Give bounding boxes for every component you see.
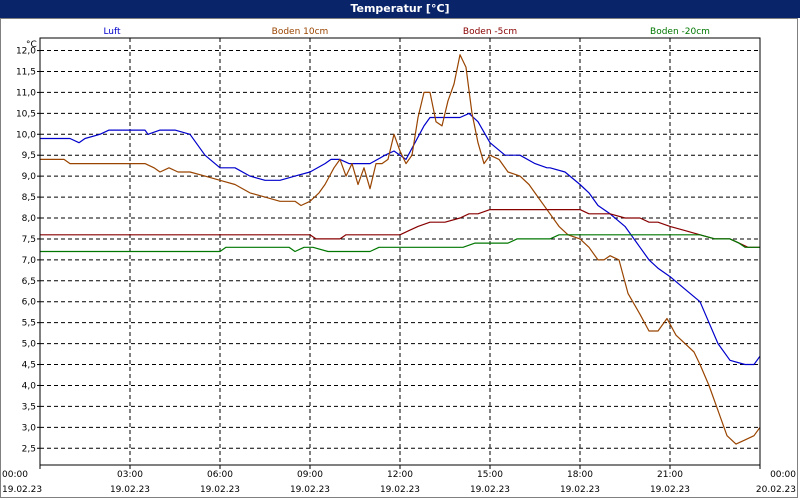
x-tick-time-label: 21:00	[657, 470, 683, 480]
x-tick-time-label: 09:00	[297, 470, 323, 480]
y-tick-label: 7,0	[22, 256, 37, 266]
y-tick-label: 6,5	[22, 277, 36, 287]
x-tick-date-label: 19.02.23	[560, 485, 600, 495]
x-tick-date-label: 19.02.23	[650, 485, 690, 495]
legend-entry-3: Boden -20cm	[650, 27, 710, 37]
y-tick-label: 3,5	[22, 402, 36, 412]
x-tick-date-label: 19.02.23	[380, 485, 420, 495]
series-line-3	[40, 234, 760, 253]
x-tick-time-label: 06:00	[207, 470, 233, 480]
x-tick-date-label: 19.02.23	[2, 485, 42, 495]
y-tick-label: 6,0	[22, 298, 37, 308]
y-tick-label: 4,5	[22, 361, 36, 371]
y-tick-label: 10,0	[16, 130, 36, 140]
y-tick-label: 12,0	[16, 47, 36, 57]
chart-title: Temperatur [°C]	[0, 0, 800, 18]
x-tick-time-label: 12:00	[387, 470, 413, 480]
series-line-0	[40, 112, 761, 366]
series-line-2	[40, 209, 760, 248]
x-axis-ticks: 00:00 19.02.23 03:00 19.02.23 06:00 19.02.23 0…	[2, 465, 796, 495]
y-tick-label: 8,5	[22, 193, 36, 203]
y-axis-unit-label: °C	[26, 40, 37, 50]
legend: Luft Boden 10cm Boden -5cm Boden -20cm	[103, 27, 710, 37]
x-tick-date-label: 19.02.23	[110, 485, 150, 495]
legend-entry-2: Boden -5cm	[463, 27, 517, 37]
x-tick-date-label: 19.02.23	[200, 485, 240, 495]
y-tick-label: 9,5	[22, 151, 36, 161]
plot-area	[39, 37, 761, 466]
x-tick-time-label: 03:00	[117, 470, 143, 480]
y-tick-label: 4,0	[22, 381, 37, 391]
y-tick-label: 7,5	[22, 235, 36, 245]
legend-entry-0: Luft	[103, 27, 121, 37]
x-tick-time-label: 15:00	[477, 470, 503, 480]
x-tick-date-label: 19.02.23	[290, 485, 330, 495]
x-tick-time-label: 00:00	[770, 470, 796, 480]
legend-entry-1: Boden 10cm	[272, 27, 329, 37]
y-axis-ticks: 2,5 3,0 3,5 4,0 4,5 5,0 5,5 6,0 6,5 7,0 7,5 8,0 8,5 9…	[16, 47, 40, 454]
y-tick-label: 5,0	[22, 340, 37, 350]
x-tick-time-label: 18:00	[567, 470, 593, 480]
y-tick-label: 11,5	[16, 67, 36, 77]
y-tick-label: 3,0	[22, 423, 37, 433]
y-tick-label: 10,5	[16, 109, 36, 119]
chart-frame	[0, 18, 798, 498]
y-tick-label: 9,0	[22, 172, 37, 182]
y-tick-label: 11,0	[16, 88, 36, 98]
series-line-1	[40, 54, 761, 445]
y-tick-label: 5,5	[22, 319, 36, 329]
y-tick-label: 2,5	[22, 444, 36, 454]
x-tick-time-label: 00:00	[2, 470, 28, 480]
y-tick-label: 8,0	[22, 214, 37, 224]
x-tick-date-label: 20.02.23	[756, 485, 796, 495]
x-tick-date-label: 19.02.23	[470, 485, 510, 495]
series-lines	[40, 54, 761, 445]
